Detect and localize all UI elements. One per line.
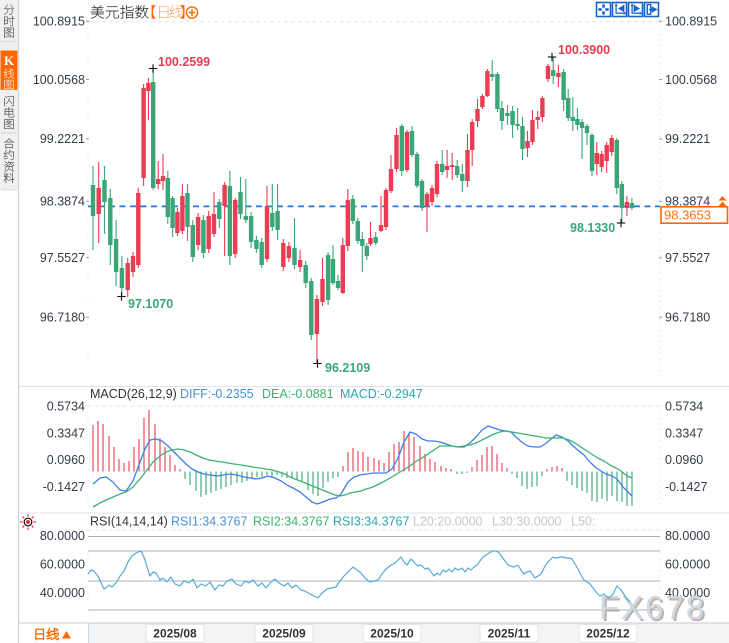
svg-text:MACD:-0.2947: MACD:-0.2947 — [340, 387, 423, 401]
svg-text:0.5734: 0.5734 — [665, 400, 703, 414]
svg-text:2025/10: 2025/10 — [370, 627, 414, 641]
svg-text:99.2221: 99.2221 — [665, 132, 710, 146]
svg-text:0.0960: 0.0960 — [665, 453, 703, 467]
svg-text:80.0000: 80.0000 — [40, 529, 85, 543]
svg-text:MACD(26,12,9): MACD(26,12,9) — [90, 387, 177, 401]
svg-text:FX678: FX678 — [599, 589, 706, 626]
svg-text:L20:20.0000: L20:20.0000 — [413, 515, 483, 529]
svg-text:L50:: L50: — [571, 515, 595, 529]
svg-text:100.3900: 100.3900 — [558, 43, 610, 57]
svg-text:98.3874: 98.3874 — [665, 195, 710, 209]
svg-text:-0.1427: -0.1427 — [43, 480, 85, 494]
svg-text:FX678: FX678 — [601, 591, 708, 628]
svg-text:96.2109: 96.2109 — [325, 361, 370, 375]
svg-text:DEA:-0.0881: DEA:-0.0881 — [262, 387, 334, 401]
svg-text:97.1070: 97.1070 — [128, 297, 173, 311]
svg-text:100.2599: 100.2599 — [158, 55, 210, 69]
svg-text:2025/12: 2025/12 — [586, 627, 630, 641]
svg-text:RSI1:34.3767: RSI1:34.3767 — [171, 515, 247, 529]
svg-text:100.0568: 100.0568 — [33, 73, 85, 87]
svg-text:0.0960: 0.0960 — [47, 453, 85, 467]
svg-text:RSI3:34.3767: RSI3:34.3767 — [333, 515, 409, 529]
svg-text:100.0568: 100.0568 — [665, 73, 717, 87]
svg-text:80.0000: 80.0000 — [665, 529, 710, 543]
svg-text:-0.1427: -0.1427 — [665, 480, 707, 494]
svg-text:100.8915: 100.8915 — [33, 15, 85, 29]
svg-text:96.7180: 96.7180 — [40, 311, 85, 325]
svg-text:98.3653: 98.3653 — [664, 208, 711, 223]
svg-text:DIFF:-0.2355: DIFF:-0.2355 — [180, 387, 254, 401]
svg-text:0.3347: 0.3347 — [665, 426, 703, 440]
svg-text:2025/08: 2025/08 — [153, 627, 197, 641]
svg-text:2025/11: 2025/11 — [488, 627, 531, 641]
svg-text:L30:30.0000: L30:30.0000 — [492, 515, 562, 529]
svg-text:98.1330: 98.1330 — [570, 221, 615, 235]
svg-text:97.5527: 97.5527 — [665, 251, 710, 265]
svg-text:100.8915: 100.8915 — [665, 15, 717, 29]
svg-text:K: K — [4, 53, 15, 68]
svg-text:RSI2:34.3767: RSI2:34.3767 — [253, 515, 329, 529]
svg-text:0.5734: 0.5734 — [47, 400, 85, 414]
svg-text:40.0000: 40.0000 — [40, 586, 85, 600]
svg-text:60.0000: 60.0000 — [665, 557, 710, 571]
svg-text:0.3347: 0.3347 — [47, 426, 85, 440]
svg-text:97.5527: 97.5527 — [40, 251, 85, 265]
svg-text:60.0000: 60.0000 — [40, 557, 85, 571]
svg-text:2025/09: 2025/09 — [262, 627, 306, 641]
svg-text:96.7180: 96.7180 — [665, 311, 710, 325]
svg-text:RSI(14,14,14): RSI(14,14,14) — [90, 515, 168, 529]
svg-text:99.2221: 99.2221 — [40, 132, 85, 146]
svg-text:40.0000: 40.0000 — [665, 586, 710, 600]
svg-text:98.3874: 98.3874 — [40, 195, 85, 209]
